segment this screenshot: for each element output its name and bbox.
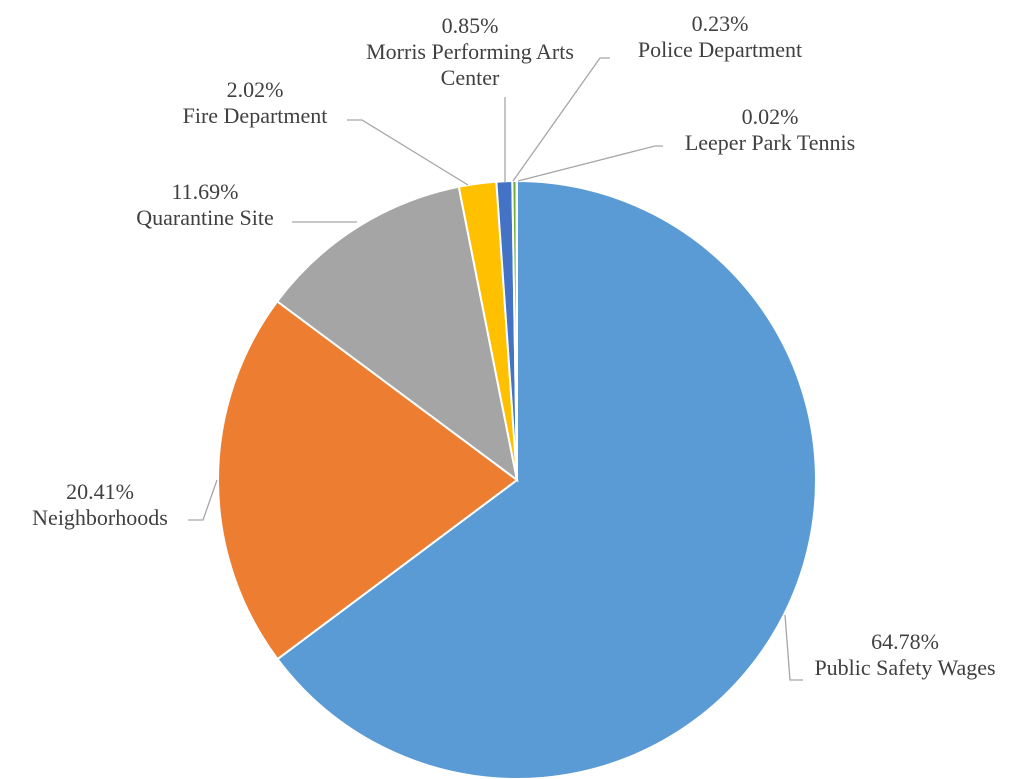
- data-label: 2.02% Fire Department: [183, 77, 328, 129]
- category-label: Morris Performing Arts Center: [366, 39, 574, 90]
- category-label: Leeper Park Tennis: [684, 130, 856, 155]
- pie-slice: [275, 185, 519, 483]
- value-label: 0.85%: [441, 13, 499, 38]
- value-label: 11.69%: [171, 179, 239, 204]
- category-label: Neighborhoods: [32, 505, 168, 530]
- value-label: 64.78%: [871, 629, 939, 654]
- data-label: 11.69% Quarantine Site: [136, 179, 273, 231]
- leader-line: [784, 614, 803, 681]
- data-label: 0.23% Police Department: [638, 11, 802, 63]
- value-label: 2.02%: [226, 77, 284, 102]
- data-label: 0.02% Leeper Park Tennis: [685, 104, 855, 156]
- category-label: Police Department: [637, 37, 803, 62]
- category-label: Quarantine Site: [136, 205, 274, 230]
- category-label: Fire Department: [182, 103, 328, 128]
- data-label: 64.78% Public Safety Wages: [814, 629, 995, 681]
- pie-slice: [217, 299, 519, 661]
- leader-line: [188, 479, 218, 521]
- value-label: 0.02%: [741, 104, 799, 129]
- leader-line: [512, 57, 610, 182]
- data-label: 20.41% Neighborhoods: [32, 479, 168, 531]
- leader-line: [347, 119, 469, 186]
- pie-slice: [276, 179, 817, 779]
- value-label: 0.23%: [691, 11, 749, 36]
- leader-line: [517, 145, 663, 182]
- data-label: 0.85% Morris Performing Arts Center: [355, 13, 585, 91]
- value-label: 20.41%: [66, 479, 134, 504]
- category-label: Public Safety Wages: [814, 655, 996, 680]
